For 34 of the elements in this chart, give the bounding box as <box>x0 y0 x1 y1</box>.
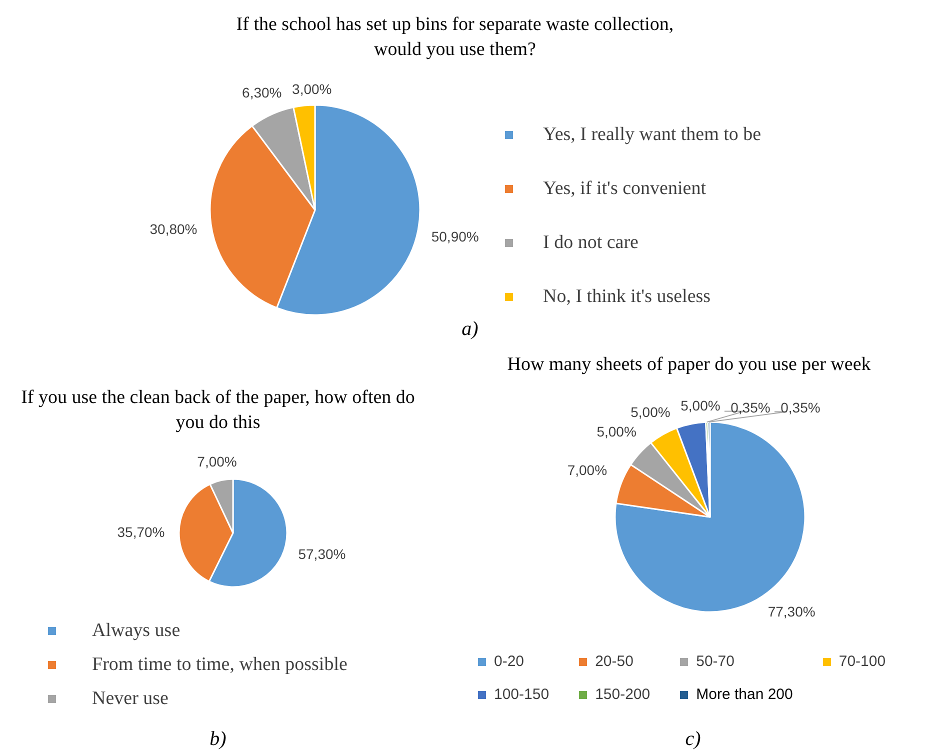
legend-label: I do not care <box>543 232 638 254</box>
data-label: 57,30% <box>298 546 346 562</box>
data-label: 7,00% <box>567 462 608 478</box>
legend-label: 70-100 <box>838 653 886 670</box>
legend-label: 0-20 <box>494 653 524 670</box>
data-label: 7,00% <box>197 454 237 470</box>
text: a) <box>460 318 480 341</box>
data-label: 3,00% <box>292 81 332 98</box>
data-label: 35,70% <box>117 524 165 540</box>
data-label: 0,35% <box>780 400 820 416</box>
data-label: 5,00% <box>680 398 720 414</box>
legend-label: From time to time, when possible <box>92 654 348 676</box>
chart-title: If the school has set up bins for separate waste collection, would you use them? <box>235 13 675 62</box>
legend-label: No, I think it's useless <box>543 286 711 308</box>
text: c) <box>684 728 702 751</box>
data-label: 50,90% <box>431 228 479 244</box>
legend-label: Yes, I really want them to be <box>543 124 762 146</box>
text: b) <box>208 728 228 751</box>
data-label: 30,80% <box>150 221 198 238</box>
legend-label: Always use <box>92 620 180 642</box>
chart-title: How many sheets of paper do you use per week <box>506 353 872 377</box>
data-label: 77,30% <box>768 603 816 620</box>
chart-title: If you use the clean back of the paper, how often do you do this <box>20 386 416 435</box>
legend-label: 50-70 <box>696 653 734 670</box>
legend-label: 100-150 <box>494 686 550 703</box>
data-label: 5,00% <box>596 423 636 440</box>
legend-label: 20-50 <box>595 653 634 670</box>
data-label: 6,30% <box>242 84 282 101</box>
legend-label: Yes, if it's convenient <box>543 178 706 200</box>
legend-label: Never use <box>92 688 168 710</box>
legend-label: More than 200 <box>696 686 793 703</box>
data-label: 0,35% <box>730 399 770 416</box>
legend-label: 150-200 <box>595 686 650 703</box>
data-label: 5,00% <box>630 404 670 420</box>
